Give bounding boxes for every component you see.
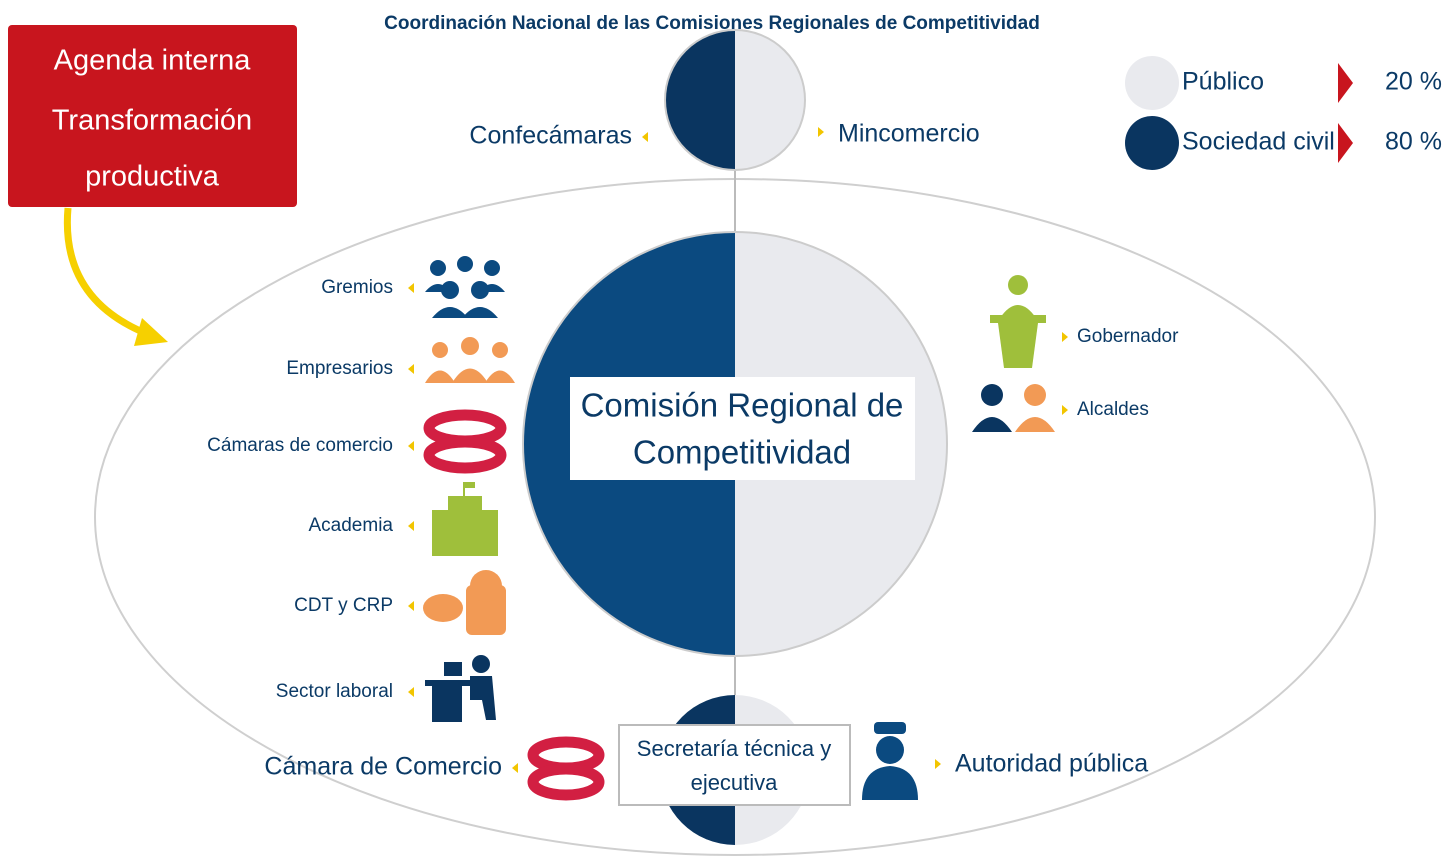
pointer: [642, 132, 648, 142]
member-label: Cámaras de comercio: [207, 435, 393, 456]
legend-label: Sociedad civil: [1182, 128, 1335, 156]
arrow: [63, 207, 152, 339]
pointer: [935, 759, 941, 769]
legend-value: 20 %: [1385, 68, 1442, 96]
gobernador-icon: [990, 275, 1046, 368]
center-line: Comisión Regional de: [581, 387, 904, 424]
pointer: [408, 441, 414, 451]
bottom-center-line: ejecutiva: [691, 770, 779, 795]
member-label: CDT y CRP: [294, 595, 393, 616]
member-label: Academia: [309, 515, 394, 536]
member-label: Empresarios: [286, 358, 393, 379]
pointer: [1062, 332, 1068, 342]
legend-label: Público: [1182, 68, 1264, 96]
pointer: [408, 521, 414, 531]
center-line: Competitividad: [633, 434, 851, 471]
chamber-icon: [527, 736, 605, 801]
title: Coordinación Nacional de las Comisiones …: [384, 13, 1040, 34]
gremios-icon: [425, 256, 505, 318]
pointer: [512, 763, 518, 773]
police-icon: [862, 722, 918, 800]
laboral-icon: [425, 655, 496, 722]
arrowhead: [134, 318, 168, 346]
pointer: [408, 364, 414, 374]
agenda-line: productiva: [85, 161, 220, 193]
bottom-left-label: Cámara de Comercio: [264, 753, 502, 781]
legend-swatch: [1125, 56, 1179, 110]
legend-value: 80 %: [1385, 128, 1442, 156]
top-right-label: Mincomercio: [838, 120, 980, 148]
member-label: Alcaldes: [1077, 399, 1149, 420]
bottom-right-label: Autoridad pública: [955, 750, 1148, 778]
alcaldes-icon: [972, 384, 1055, 432]
pointer: [408, 687, 414, 697]
agenda-line: Transformación: [52, 105, 252, 137]
legend-arrow: [1338, 63, 1353, 103]
member-label: Sector laboral: [276, 681, 393, 702]
agenda-box: [8, 25, 297, 207]
cdt-icon: [423, 570, 506, 635]
pointer: [408, 601, 414, 611]
top-circle: [664, 29, 806, 171]
bottom-box: [618, 724, 851, 806]
camaras-icon: [423, 409, 507, 474]
empresarios-icon: [425, 337, 515, 383]
academia-icon: [432, 482, 498, 556]
top-left-label: Confecámaras: [469, 122, 632, 150]
pointer: [818, 127, 824, 137]
pointer: [408, 283, 414, 293]
pointer: [1062, 405, 1068, 415]
center-box: [570, 377, 915, 480]
bottom-center-line: Secretaría técnica y: [637, 736, 831, 761]
legend-arrow: [1338, 123, 1353, 163]
legend-swatch: [1125, 116, 1179, 170]
member-label: Gobernador: [1077, 326, 1179, 347]
member-label: Gremios: [321, 277, 393, 298]
agenda-line: Agenda interna: [54, 45, 252, 77]
